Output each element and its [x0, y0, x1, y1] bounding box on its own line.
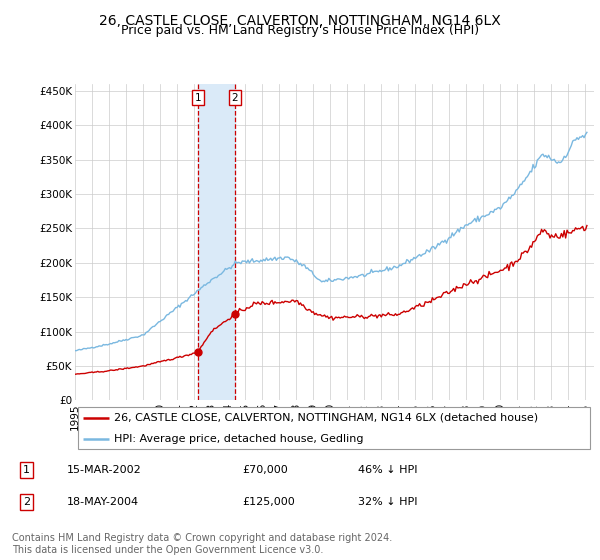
- Text: 18-MAY-2004: 18-MAY-2004: [67, 497, 139, 507]
- Text: 15-MAR-2002: 15-MAR-2002: [67, 465, 142, 475]
- Text: 2: 2: [232, 93, 238, 102]
- Text: 46% ↓ HPI: 46% ↓ HPI: [358, 465, 417, 475]
- Text: 1: 1: [194, 93, 201, 102]
- Text: 2: 2: [23, 497, 30, 507]
- Bar: [197, 84, 235, 400]
- Text: 26, CASTLE CLOSE, CALVERTON, NOTTINGHAM, NG14 6LX: 26, CASTLE CLOSE, CALVERTON, NOTTINGHAM,…: [99, 14, 501, 28]
- Text: £125,000: £125,000: [242, 497, 295, 507]
- Text: 26, CASTLE CLOSE, CALVERTON, NOTTINGHAM, NG14 6LX (detached house): 26, CASTLE CLOSE, CALVERTON, NOTTINGHAM,…: [114, 413, 538, 423]
- Text: 32% ↓ HPI: 32% ↓ HPI: [358, 497, 417, 507]
- Text: Price paid vs. HM Land Registry's House Price Index (HPI): Price paid vs. HM Land Registry's House …: [121, 24, 479, 37]
- Text: Contains HM Land Registry data © Crown copyright and database right 2024.
This d: Contains HM Land Registry data © Crown c…: [12, 533, 392, 555]
- FancyBboxPatch shape: [77, 407, 590, 449]
- Text: HPI: Average price, detached house, Gedling: HPI: Average price, detached house, Gedl…: [114, 434, 364, 444]
- Text: 1: 1: [23, 465, 30, 475]
- Text: £70,000: £70,000: [242, 465, 288, 475]
